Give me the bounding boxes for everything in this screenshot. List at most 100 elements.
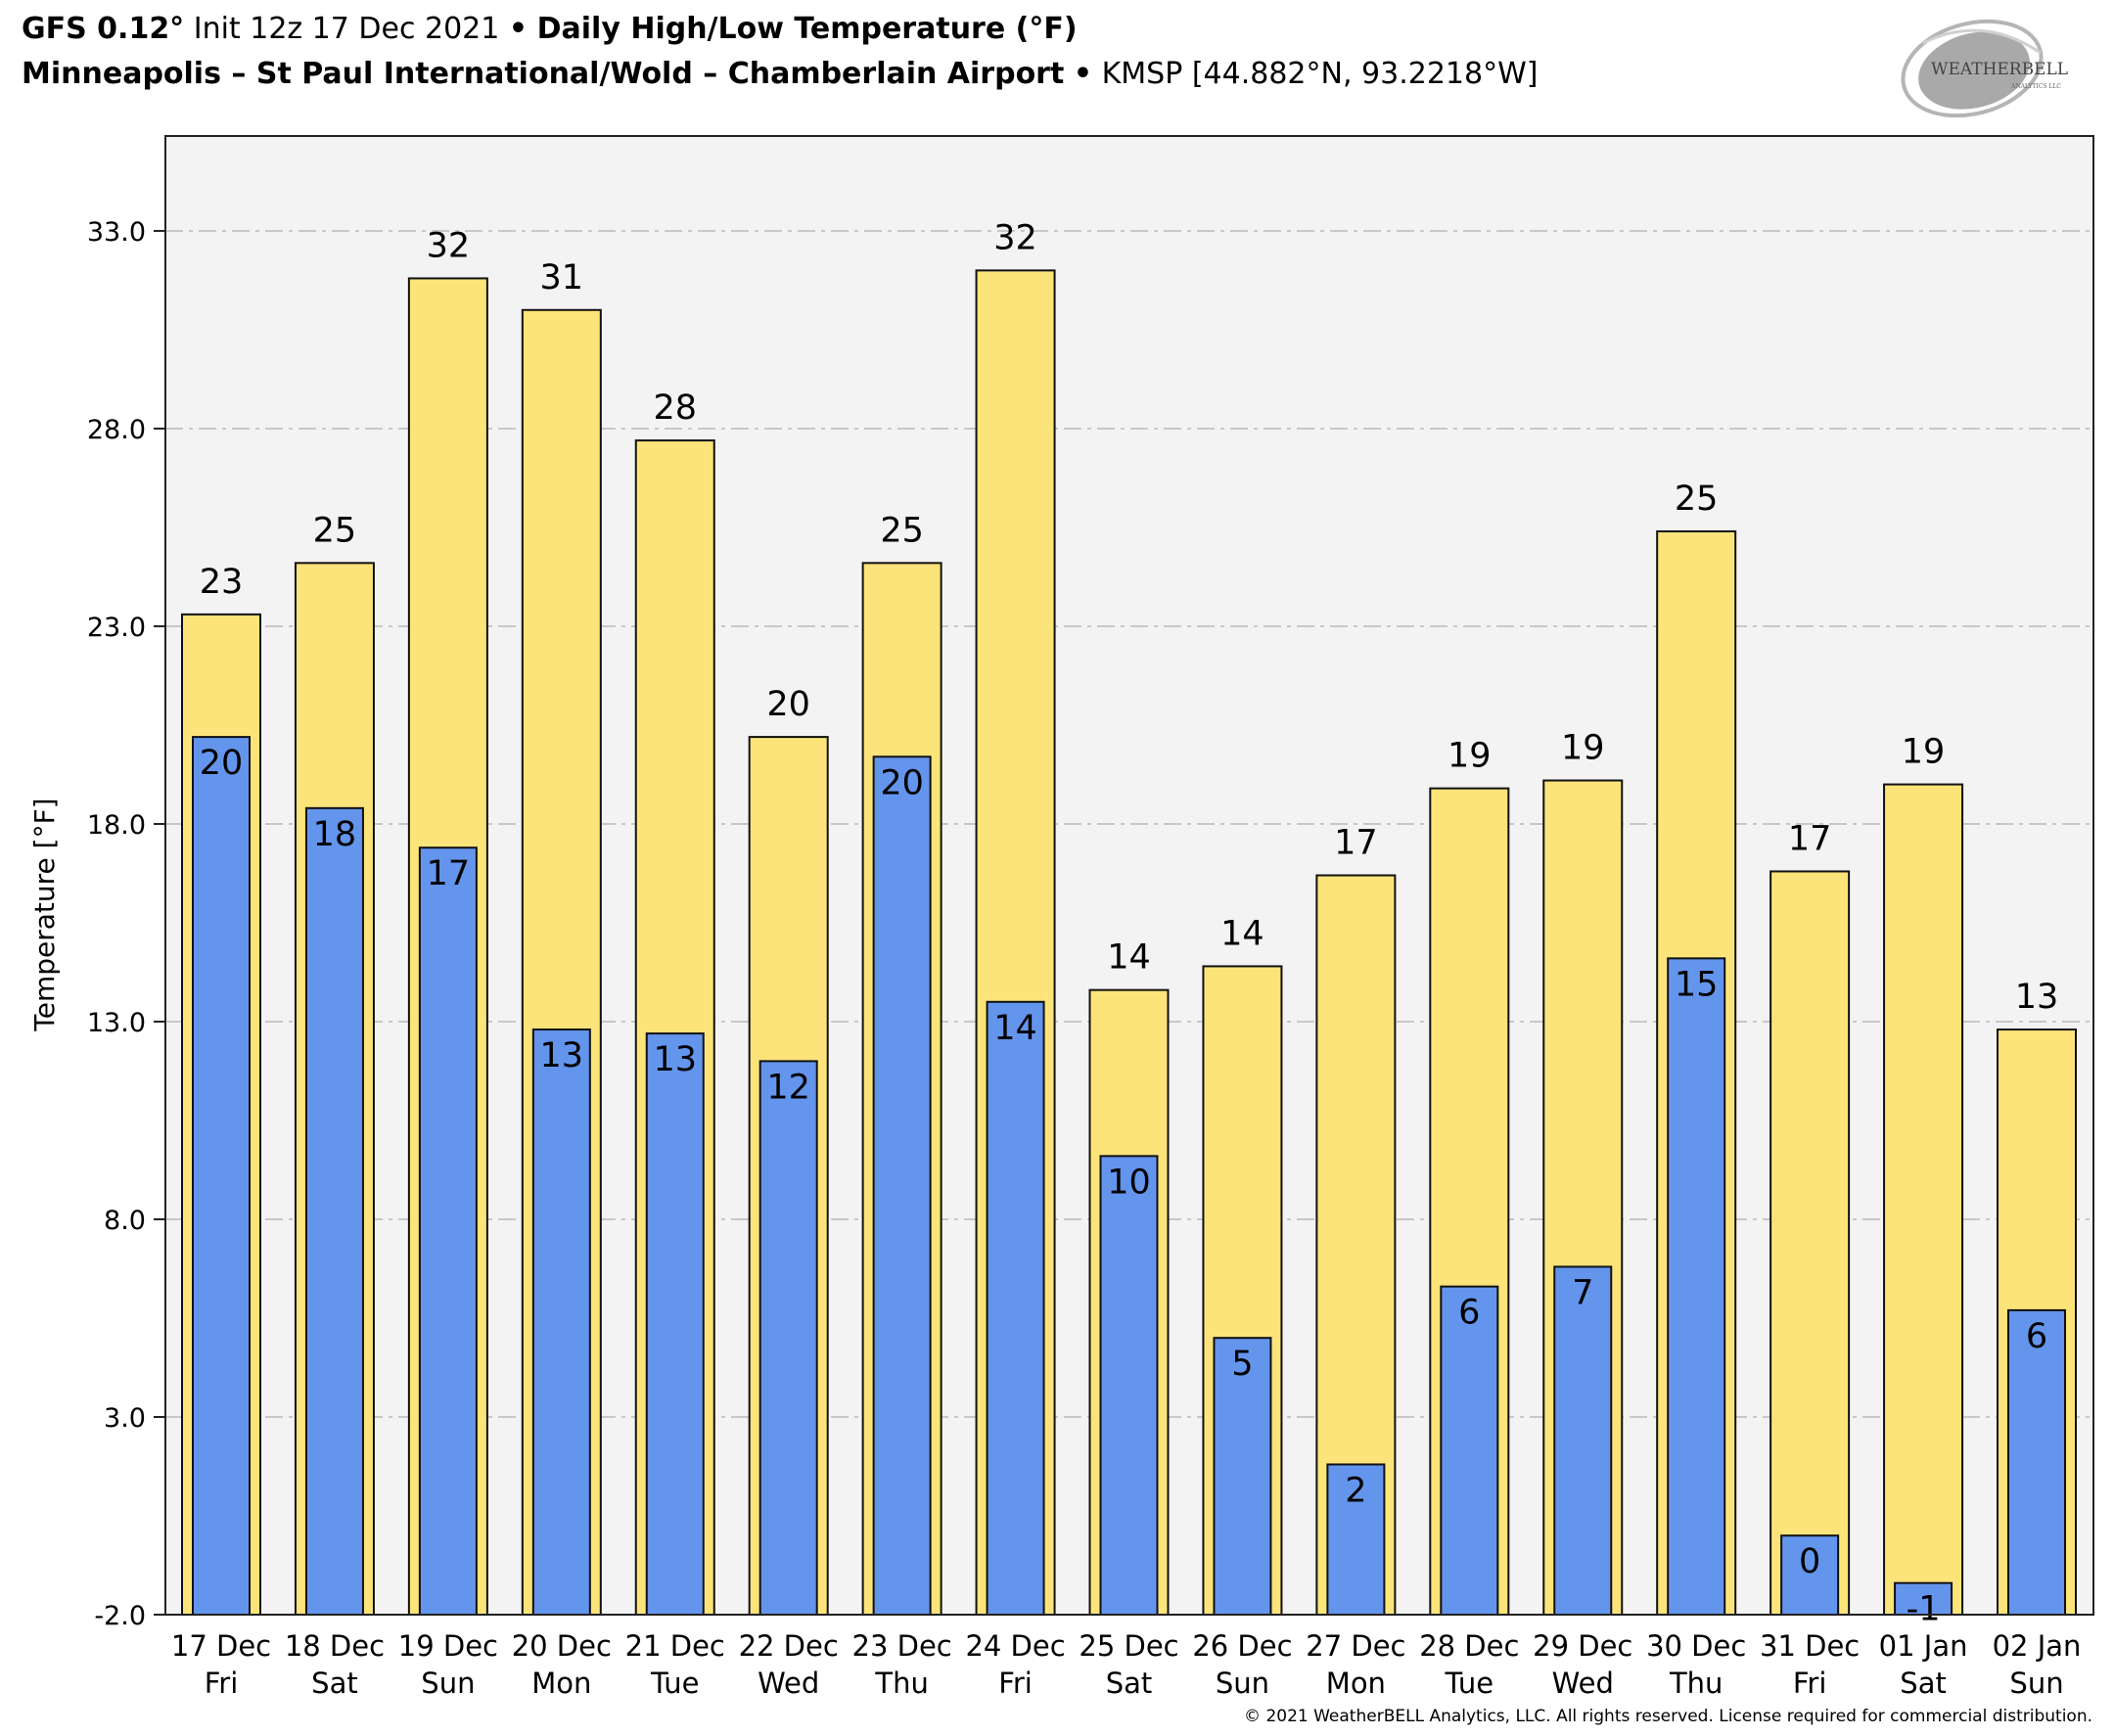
weatherbell-logo: WEATHERBELL ANALYTICS LLC [1901, 19, 2068, 118]
x-tick-label-day: Tue [650, 1667, 700, 1700]
low-bar [986, 1000, 1045, 1616]
low-bar [418, 846, 478, 1616]
x-tick-label-day: Tue [1445, 1667, 1494, 1700]
low-bar [1780, 1534, 1840, 1617]
x-tick-label-date: 20 Dec [512, 1629, 612, 1663]
chart-title-line-2: Minneapolis – St Paul International/Wold… [22, 57, 1538, 91]
x-tick-label-date: 29 Dec [1533, 1629, 1632, 1663]
low-bar [872, 755, 932, 1616]
y-tick-label: -2.0 [94, 1601, 146, 1631]
y-tick-label: 3.0 [104, 1403, 146, 1434]
low-bar [1213, 1337, 1272, 1616]
low-value-label: 7 [1572, 1273, 1593, 1312]
x-tick-label-date: 17 Dec [171, 1629, 271, 1663]
y-tick-label: 33.0 [87, 217, 146, 248]
x-tick-label-date: 25 Dec [1079, 1629, 1178, 1663]
model-name: GFS 0.12° [22, 12, 185, 46]
low-value-label: 13 [653, 1040, 697, 1079]
low-bar [1326, 1463, 1386, 1617]
logo-swirl-arc [1922, 28, 2042, 55]
low-value-label: 20 [880, 763, 924, 802]
chart-title-line-1: GFS 0.12° Init 12z 17 Dec 2021 • Daily H… [22, 12, 1078, 46]
low-value-label: 6 [1458, 1294, 1480, 1333]
high-value-label: 25 [1675, 480, 1719, 519]
x-tick-label-day: Sat [1106, 1667, 1153, 1700]
x-tick-label-date: 22 Dec [739, 1629, 839, 1663]
low-value-label: 14 [993, 1009, 1037, 1048]
x-tick-label-day: Sun [2009, 1667, 2063, 1700]
low-bar [758, 1060, 818, 1616]
x-tick-label-day: Thu [874, 1667, 928, 1700]
y-tick-label: 8.0 [104, 1206, 146, 1236]
y-axis-label: Temperature [°F] [28, 798, 61, 1031]
copyright-notice: © 2021 WeatherBELL Analytics, LLC. All r… [1244, 1707, 2092, 1726]
x-axis: 17 Dec Fri 18 Dec Sat 19 Dec Sun 20 Dec Mon 21 D… [171, 1629, 2082, 1700]
high-bar [1769, 870, 1851, 1616]
low-bar [531, 1028, 591, 1617]
x-tick-label-day: Fri [998, 1667, 1033, 1700]
x-tick-label-day: Wed [758, 1667, 819, 1700]
station-info: KMSP [44.882°N, 93.2218°W] [1101, 57, 1539, 91]
x-tick-label-date: 31 Dec [1760, 1629, 1860, 1663]
x-tick-label-date: 26 Dec [1192, 1629, 1292, 1663]
high-value-label: 19 [1448, 737, 1492, 776]
low-value-label: 6 [2026, 1317, 2047, 1356]
x-tick-label-day: Wed [1552, 1667, 1614, 1700]
x-tick-label-day: Mon [531, 1667, 591, 1700]
low-bar [1440, 1285, 1499, 1617]
low-bar [192, 736, 251, 1616]
logo-text-main: WEATHERBELL [1931, 60, 2068, 79]
high-value-label: 31 [540, 258, 584, 297]
x-tick-label-day: Sun [1216, 1667, 1269, 1700]
x-tick-label-date: 02 Jan [1993, 1629, 2082, 1663]
high-value-label: 19 [1561, 729, 1605, 768]
high-value-label: 20 [766, 685, 810, 724]
low-bar [645, 1032, 705, 1616]
y-tick-label: 13.0 [87, 1008, 146, 1038]
x-tick-label-day: Thu [1669, 1667, 1723, 1700]
low-bar [1894, 1581, 1953, 1617]
product-title: Daily High/Low Temperature (°F) [536, 12, 1078, 46]
title-separator: • [508, 12, 528, 46]
high-value-label: 32 [427, 226, 471, 265]
low-bar [1667, 957, 1726, 1616]
x-tick-label-day: Fri [1793, 1667, 1827, 1700]
low-value-label: 12 [766, 1068, 810, 1107]
low-value-label: 13 [540, 1036, 584, 1075]
high-value-label: 23 [200, 563, 244, 602]
x-tick-label-day: Sat [311, 1667, 358, 1700]
x-tick-label-date: 28 Dec [1419, 1629, 1519, 1663]
low-value-label: 10 [1107, 1163, 1151, 1202]
low-value-label: 0 [1799, 1542, 1820, 1581]
high-value-label: 13 [2015, 978, 2059, 1017]
x-tick-label-date: 19 Dec [398, 1629, 498, 1663]
logo-swirl-outer [1901, 19, 2044, 118]
station-name: Minneapolis – St Paul International/Wold… [22, 57, 1065, 91]
low-value-label: 17 [427, 854, 471, 893]
high-value-label: 14 [1107, 938, 1151, 978]
low-value-label: 2 [1345, 1471, 1366, 1510]
x-tick-label-date: 18 Dec [285, 1629, 385, 1663]
x-tick-label-day: Mon [1326, 1667, 1386, 1700]
x-tick-label-date: 30 Dec [1646, 1629, 1746, 1663]
x-tick-label-date: 24 Dec [965, 1629, 1065, 1663]
y-tick-label: 23.0 [87, 613, 146, 643]
low-bar [1553, 1265, 1613, 1616]
x-tick-label-day: Fri [205, 1667, 239, 1700]
bars: 2320251832173113281320122520321414101451… [181, 218, 2077, 1629]
y-tick-label: 28.0 [87, 415, 146, 445]
low-bar [304, 806, 364, 1616]
plot-frame [164, 135, 2094, 1616]
x-tick-label-date: 27 Dec [1306, 1629, 1405, 1663]
high-value-label: 25 [880, 511, 924, 550]
high-value-label: 25 [313, 511, 357, 550]
high-value-label: 17 [1334, 824, 1378, 863]
low-value-label: 20 [200, 744, 244, 783]
y-axis: -2.0 3.0 8.0 13.0 18.0 23.0 28.0 33.0 [87, 217, 165, 1631]
y-tick-label: 18.0 [87, 810, 146, 841]
init-time: Init 12z 17 Dec 2021 [193, 12, 500, 46]
low-bar [2007, 1308, 2066, 1616]
logo-text-sub: ANALYTICS LLC [2010, 83, 2061, 90]
x-tick-label-date: 21 Dec [625, 1629, 725, 1663]
